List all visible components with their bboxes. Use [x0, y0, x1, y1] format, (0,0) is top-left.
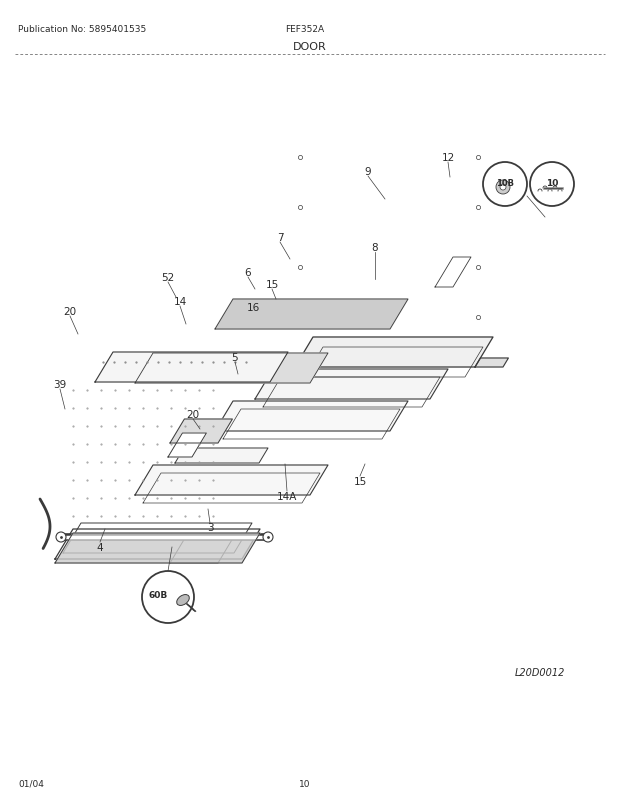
Circle shape [483, 163, 527, 207]
Polygon shape [255, 370, 448, 399]
Text: L20D0012: L20D0012 [515, 667, 565, 677]
Text: 20: 20 [187, 410, 200, 419]
Polygon shape [435, 257, 471, 288]
Polygon shape [95, 353, 288, 383]
Text: 5: 5 [232, 353, 238, 363]
Polygon shape [170, 539, 232, 563]
Polygon shape [55, 529, 260, 559]
Polygon shape [475, 358, 508, 367]
Text: 15: 15 [353, 476, 366, 486]
Text: 52: 52 [161, 273, 175, 282]
Text: 12: 12 [441, 153, 454, 163]
Text: 3: 3 [206, 522, 213, 533]
Text: 16: 16 [246, 302, 260, 313]
Text: 60B: 60B [148, 591, 167, 600]
Text: 01/04: 01/04 [18, 779, 44, 788]
Circle shape [530, 163, 574, 207]
Text: 15: 15 [265, 280, 278, 290]
Text: 10: 10 [546, 178, 558, 187]
Polygon shape [135, 354, 328, 383]
Text: FEF352A: FEF352A [285, 25, 324, 34]
Text: DOOR: DOOR [293, 42, 327, 52]
Text: 39: 39 [53, 379, 66, 390]
Circle shape [496, 180, 510, 195]
Text: 20: 20 [63, 306, 76, 317]
Text: 7: 7 [277, 233, 283, 243]
Circle shape [500, 184, 506, 191]
Text: 10: 10 [299, 779, 311, 788]
Text: 14: 14 [174, 297, 187, 306]
Circle shape [263, 533, 273, 542]
Text: 4: 4 [97, 542, 104, 553]
Text: 10B: 10B [496, 178, 514, 187]
Polygon shape [215, 300, 408, 330]
Polygon shape [175, 448, 268, 464]
Text: 9: 9 [365, 167, 371, 176]
Text: 6: 6 [245, 268, 251, 277]
Polygon shape [55, 533, 260, 563]
Ellipse shape [177, 595, 189, 606]
Polygon shape [295, 338, 493, 367]
Text: 14A: 14A [277, 492, 297, 501]
Circle shape [142, 571, 194, 623]
Text: Publication No: 5895401535: Publication No: 5895401535 [18, 25, 146, 34]
Polygon shape [215, 402, 408, 431]
Text: 8: 8 [371, 243, 378, 253]
Polygon shape [170, 419, 232, 444]
Polygon shape [135, 465, 328, 496]
Polygon shape [168, 433, 206, 457]
Circle shape [56, 533, 66, 542]
